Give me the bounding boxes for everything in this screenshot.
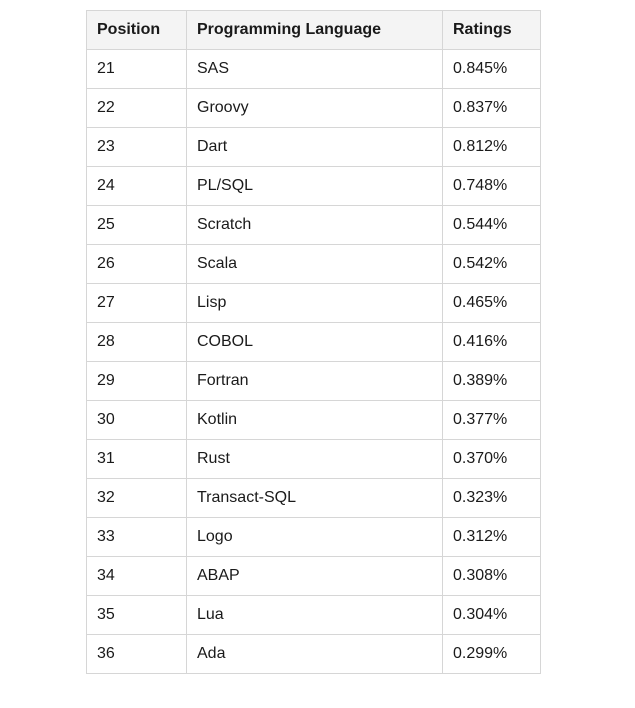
cell-position: 21: [87, 50, 187, 89]
cell-language: Rust: [187, 440, 443, 479]
cell-rating: 0.812%: [443, 128, 541, 167]
cell-rating: 0.377%: [443, 401, 541, 440]
table-row: 36Ada0.299%: [87, 635, 541, 674]
cell-language: Scratch: [187, 206, 443, 245]
table-row: 27Lisp0.465%: [87, 284, 541, 323]
table-row: 30Kotlin0.377%: [87, 401, 541, 440]
cell-rating: 0.542%: [443, 245, 541, 284]
cell-language: SAS: [187, 50, 443, 89]
table-row: 22Groovy0.837%: [87, 89, 541, 128]
cell-language: Transact-SQL: [187, 479, 443, 518]
cell-rating: 0.304%: [443, 596, 541, 635]
cell-language: Logo: [187, 518, 443, 557]
cell-position: 26: [87, 245, 187, 284]
cell-position: 25: [87, 206, 187, 245]
table-row: 34ABAP0.308%: [87, 557, 541, 596]
table-header-row: Position Programming Language Ratings: [87, 11, 541, 50]
cell-rating: 0.323%: [443, 479, 541, 518]
cell-position: 35: [87, 596, 187, 635]
table-body: 21SAS0.845%22Groovy0.837%23Dart0.812%24P…: [87, 50, 541, 674]
cell-position: 22: [87, 89, 187, 128]
cell-position: 33: [87, 518, 187, 557]
cell-position: 30: [87, 401, 187, 440]
cell-language: Ada: [187, 635, 443, 674]
cell-language: Lua: [187, 596, 443, 635]
col-header-position: Position: [87, 11, 187, 50]
table-row: 24PL/SQL0.748%: [87, 167, 541, 206]
cell-language: Dart: [187, 128, 443, 167]
cell-rating: 0.465%: [443, 284, 541, 323]
cell-position: 28: [87, 323, 187, 362]
cell-position: 27: [87, 284, 187, 323]
cell-position: 36: [87, 635, 187, 674]
cell-language: Scala: [187, 245, 443, 284]
table-row: 35Lua0.304%: [87, 596, 541, 635]
cell-position: 31: [87, 440, 187, 479]
cell-language: Kotlin: [187, 401, 443, 440]
table-row: 23Dart0.812%: [87, 128, 541, 167]
language-ratings-table-wrap: Position Programming Language Ratings 21…: [86, 10, 540, 674]
cell-position: 29: [87, 362, 187, 401]
cell-language: COBOL: [187, 323, 443, 362]
table-row: 28COBOL0.416%: [87, 323, 541, 362]
table-row: 21SAS0.845%: [87, 50, 541, 89]
cell-language: PL/SQL: [187, 167, 443, 206]
cell-language: Groovy: [187, 89, 443, 128]
table-row: 26Scala0.542%: [87, 245, 541, 284]
cell-rating: 0.370%: [443, 440, 541, 479]
table-row: 33Logo0.312%: [87, 518, 541, 557]
cell-rating: 0.312%: [443, 518, 541, 557]
cell-rating: 0.416%: [443, 323, 541, 362]
cell-position: 24: [87, 167, 187, 206]
table-row: 31Rust0.370%: [87, 440, 541, 479]
cell-rating: 0.748%: [443, 167, 541, 206]
table-row: 32Transact-SQL0.323%: [87, 479, 541, 518]
col-header-ratings: Ratings: [443, 11, 541, 50]
cell-language: Fortran: [187, 362, 443, 401]
cell-rating: 0.389%: [443, 362, 541, 401]
cell-rating: 0.308%: [443, 557, 541, 596]
cell-language: ABAP: [187, 557, 443, 596]
cell-position: 23: [87, 128, 187, 167]
cell-language: Lisp: [187, 284, 443, 323]
language-ratings-table: Position Programming Language Ratings 21…: [86, 10, 541, 674]
cell-position: 34: [87, 557, 187, 596]
cell-rating: 0.544%: [443, 206, 541, 245]
cell-rating: 0.837%: [443, 89, 541, 128]
cell-rating: 0.845%: [443, 50, 541, 89]
cell-position: 32: [87, 479, 187, 518]
col-header-language: Programming Language: [187, 11, 443, 50]
cell-rating: 0.299%: [443, 635, 541, 674]
table-row: 29Fortran0.389%: [87, 362, 541, 401]
table-row: 25Scratch0.544%: [87, 206, 541, 245]
